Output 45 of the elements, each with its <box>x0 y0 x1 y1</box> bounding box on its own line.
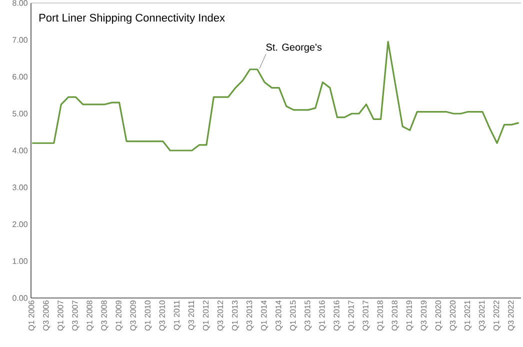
x-tick-label: Q3 2007 <box>72 300 80 330</box>
x-tick-label: Q3 2015 <box>304 300 312 330</box>
x-tick-label: Q3 2013 <box>246 300 254 330</box>
x-tick-label: Q3 2009 <box>130 300 138 330</box>
x-tick-label: Q3 2018 <box>392 300 399 330</box>
x-tick-label: Q3 2016 <box>334 300 341 330</box>
x-tick-label: Q1 2014 <box>261 300 268 330</box>
x-tick-label: Q1 2019 <box>406 300 414 330</box>
x-tick-label: Q3 2022 <box>508 300 516 330</box>
x-tick-label: Q1 2017 <box>348 300 356 330</box>
x-tick-label: Q1 2006 <box>28 300 36 330</box>
y-tick-label: 3.00 <box>12 184 28 190</box>
x-tick-label: Q1 2008 <box>86 300 94 330</box>
x-tick-label: Q1 2007 <box>58 300 65 330</box>
y-tick-label: 5.00 <box>12 110 28 116</box>
y-tick-label: 1.00 <box>12 258 28 264</box>
x-tick-label: Q3 2014 <box>276 300 283 330</box>
x-tick-label: Q1 2018 <box>377 300 384 330</box>
x-tick-label: Q3 2011 <box>188 300 196 330</box>
y-tick-label: 6.00 <box>12 74 28 80</box>
x-tick-label: Q3 2006 <box>43 300 50 330</box>
x-tick-label: Q3 2010 <box>159 300 166 330</box>
x-tick-label: Q1 2022 <box>493 300 501 330</box>
x-tick-label: Q1 2012 <box>202 300 210 330</box>
x-tick-label: Q1 2016 <box>319 300 326 330</box>
annotation: St. George's <box>266 44 322 53</box>
x-tick-label: Q1 2011 <box>174 300 181 330</box>
y-tick-label: 8.00 <box>12 0 28 6</box>
x-tick-label: Q3 2017 <box>362 300 370 330</box>
text: Port Liner Shipping Connectivity Index <box>39 14 225 24</box>
x-tick-label: Q1 2021 <box>464 300 472 330</box>
y-tick-label: 7.00 <box>12 37 28 43</box>
y-tick-label: 2.00 <box>12 221 28 228</box>
x-tick-label: Q1 2013 <box>232 300 240 330</box>
x-tick-label: Q3 2020 <box>450 300 457 330</box>
x-tick-label: Q3 2008 <box>101 300 108 330</box>
x-tick-label: Q3 2012 <box>217 300 225 330</box>
x-tick-label: Q1 2010 <box>144 300 152 330</box>
x-tick-label: Q1 2020 <box>435 300 442 330</box>
y-tick-label: 4.00 <box>12 148 28 154</box>
x-tick-label: Q1 2009 <box>116 300 123 330</box>
x-tick-label: Q3 2019 <box>420 300 428 330</box>
y-tick-label: 0.00 <box>12 295 28 301</box>
x-tick-label: Q3 2021 <box>478 300 486 330</box>
x-tick-label: Q1 2015 <box>290 300 298 330</box>
